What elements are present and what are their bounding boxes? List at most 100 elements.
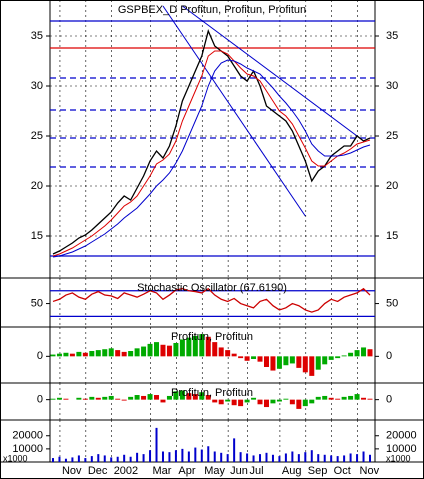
y-tick-label-right: 35	[386, 30, 398, 42]
histogram-bar	[154, 395, 160, 400]
histogram-bar	[89, 351, 95, 357]
unit-label: x1000	[3, 453, 28, 463]
volume-bar	[330, 455, 333, 462]
histogram-bar	[315, 356, 321, 370]
histogram-bar	[289, 356, 295, 364]
volume-bar	[168, 452, 171, 462]
histogram-bar	[322, 356, 328, 365]
histogram-bar	[328, 397, 334, 400]
x-tick-label: Sep	[308, 465, 328, 477]
histogram-bar	[50, 354, 56, 357]
histogram-bar	[82, 352, 88, 357]
histogram-bar	[199, 392, 205, 400]
histogram-bar	[121, 351, 127, 357]
y-tick-label: 35	[31, 30, 43, 42]
histogram-bar	[56, 353, 62, 357]
histogram-bar	[212, 399, 218, 403]
histogram-bar	[251, 356, 257, 359]
volume-bar	[310, 450, 313, 462]
histogram-bar	[166, 345, 172, 357]
volume-bar	[123, 454, 126, 462]
histogram-bar	[89, 396, 95, 400]
histogram-bar	[160, 399, 166, 403]
histogram-bar	[128, 351, 134, 357]
volume-bar	[174, 450, 177, 462]
histogram-bar	[263, 399, 269, 408]
series-line	[52, 50, 371, 257]
histogram-bar	[121, 399, 127, 401]
volume-bar	[116, 456, 119, 462]
series-line	[52, 59, 371, 258]
volume-bar	[362, 451, 365, 462]
volume-bar	[343, 455, 346, 462]
y-tick-label: 50	[31, 297, 43, 309]
y-tick-label: 10000	[12, 443, 43, 455]
y-tick-label: 20000	[12, 430, 43, 442]
histogram-bar	[95, 350, 101, 357]
histogram-bar	[309, 356, 315, 376]
histogram-bar	[354, 350, 360, 357]
volume-bar	[246, 453, 249, 462]
histogram-bar	[173, 343, 179, 357]
volume-bar	[200, 449, 203, 462]
histogram-bar	[283, 398, 289, 400]
x-tick-label: Mar	[153, 465, 172, 477]
volume-bar	[278, 456, 281, 462]
volume-bar	[181, 448, 184, 462]
histogram-bar	[283, 356, 289, 366]
histogram-bar	[179, 390, 185, 400]
histogram-bar	[108, 395, 114, 400]
histogram-bar	[102, 349, 108, 357]
histogram-bar	[238, 399, 244, 407]
histogram-bar	[108, 348, 114, 357]
volume-bar	[356, 454, 359, 462]
y-tick-label-right: 0	[386, 394, 392, 406]
histogram-bar	[354, 394, 360, 400]
histogram-bar	[263, 356, 269, 367]
histogram-bar	[115, 350, 121, 357]
histogram-bar	[361, 397, 367, 400]
x-tick-label: Jun	[230, 465, 248, 477]
histogram-bar	[302, 356, 308, 373]
histogram-bar	[63, 352, 69, 357]
histogram-bar	[348, 352, 354, 357]
histogram-bar	[309, 399, 315, 404]
y-tick-label-right: 50	[386, 297, 398, 309]
volume-bar	[58, 456, 61, 462]
y-tick-label: 15	[31, 230, 43, 242]
y-tick-label: 0	[37, 394, 43, 406]
histogram-bar	[141, 346, 147, 357]
histogram-bar	[115, 398, 121, 400]
histogram-bar	[244, 399, 250, 403]
unit-label-right: x1000	[386, 453, 411, 463]
histogram-bar	[341, 355, 347, 357]
volume-bar	[284, 453, 287, 462]
volume-bar	[271, 454, 274, 462]
histogram-bar	[186, 337, 192, 357]
volume-bar	[239, 452, 242, 462]
histogram-bar	[348, 395, 354, 400]
volume-bar	[213, 451, 216, 462]
histogram-bar	[238, 356, 244, 359]
histogram-bar	[69, 353, 75, 357]
x-tick-label: Jul	[250, 465, 264, 477]
volume-bar	[110, 457, 113, 462]
histogram-bar	[128, 396, 134, 400]
histogram-bar	[270, 356, 276, 371]
volume-bar	[304, 452, 307, 462]
y-tick-label-right: 0	[386, 350, 392, 362]
histogram-bar	[225, 350, 231, 357]
histogram-bar	[296, 399, 302, 409]
y-tick-label: 30	[31, 80, 43, 92]
histogram-bar	[179, 339, 185, 357]
histogram-bar	[244, 356, 250, 361]
y-tick-label-right: 30	[386, 80, 398, 92]
histogram-bar	[147, 394, 153, 400]
y-tick-label-right: 10000	[386, 443, 417, 455]
volume-bar	[103, 455, 106, 462]
y-tick-label-right: 25	[386, 130, 398, 142]
histogram-bar	[166, 395, 172, 400]
y-tick-label: 0	[37, 350, 43, 362]
histogram-bar	[276, 399, 282, 402]
x-tick-label: Aug	[282, 465, 302, 477]
